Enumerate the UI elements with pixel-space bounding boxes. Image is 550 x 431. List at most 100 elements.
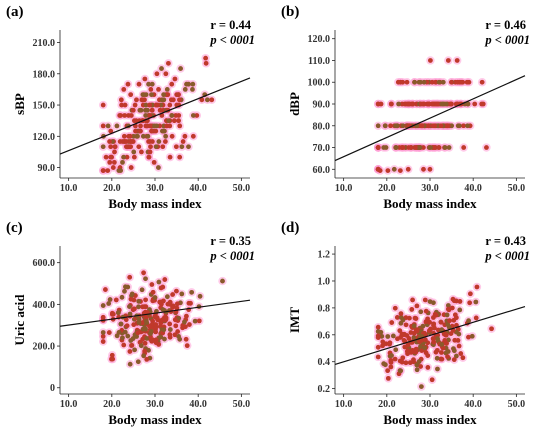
data-point (149, 139, 155, 144)
data-point (178, 66, 183, 71)
data-point (162, 277, 168, 282)
data-point (117, 139, 123, 144)
y-axis-label: IMT (287, 307, 302, 333)
data-point (107, 139, 112, 144)
data-point (428, 145, 433, 150)
data-point (144, 123, 150, 129)
axes: 10.0 20.0 30.0 40.0 50.0 60.0 70.0 80.0 90.0 100.… (308, 30, 525, 194)
data-point (123, 317, 129, 323)
data-point (428, 58, 433, 63)
data-point (164, 92, 170, 98)
data-point (375, 145, 381, 150)
data-point (121, 154, 126, 160)
data-point (405, 348, 411, 354)
data-point (203, 55, 209, 61)
data-point (389, 320, 395, 325)
data-point (173, 323, 179, 329)
data-point (111, 159, 117, 165)
data-point (147, 323, 152, 329)
data-point (135, 359, 141, 365)
x-tick-label: 20.0 (378, 399, 396, 410)
data-point (125, 284, 131, 290)
data-point (445, 349, 451, 354)
data-point (403, 360, 409, 366)
data-point (149, 282, 155, 287)
axes: 10.0 20.0 30.0 40.0 50.0 0 200.0 400.0 600.0 (33, 246, 251, 410)
data-point (438, 319, 444, 325)
data-point (385, 334, 391, 339)
data-point (130, 107, 136, 113)
data-point (444, 312, 450, 318)
data-point (445, 303, 451, 308)
data-point (153, 329, 159, 335)
data-point (429, 377, 435, 383)
data-point (164, 87, 170, 92)
data-point (406, 336, 412, 341)
data-point (375, 123, 381, 129)
data-point (380, 339, 386, 345)
data-point (414, 328, 420, 334)
data-point (426, 328, 432, 334)
data-point (399, 101, 405, 107)
data-point (170, 292, 176, 297)
data-point (161, 92, 167, 98)
data-point (436, 145, 442, 150)
data-point (134, 97, 139, 103)
data-point (109, 356, 114, 362)
data-point (378, 329, 384, 335)
x-tick-label: 40.0 (189, 399, 207, 410)
x-axis-label: Body mass index (108, 412, 202, 427)
data-point (404, 79, 410, 85)
data-point (409, 307, 415, 312)
data-point (461, 145, 467, 150)
data-point (439, 101, 445, 107)
data-point (109, 352, 115, 358)
data-point (121, 87, 127, 92)
data-point (381, 361, 387, 367)
data-point (388, 101, 394, 107)
data-point (188, 300, 193, 306)
data-point (453, 353, 459, 359)
data-point (393, 145, 399, 150)
r-value: r = 0.46 (485, 18, 526, 32)
data-point (396, 101, 401, 107)
data-point (148, 87, 154, 92)
data-point (146, 154, 152, 160)
y-tick-label: 90.0 (38, 163, 56, 174)
x-axis-label: Body mass index (383, 412, 477, 427)
panel-b: 10.0 20.0 30.0 40.0 50.0 60.0 70.0 80.0 90.0 100.… (275, 0, 550, 215)
data-point (135, 133, 140, 139)
data-point (397, 368, 403, 373)
data-point (167, 102, 173, 108)
data-point (129, 342, 135, 348)
x-tick-label: 10.0 (60, 183, 78, 194)
data-point (418, 309, 424, 315)
stats: r = 0.44 p < 0001 (210, 18, 255, 48)
data-point (427, 299, 433, 304)
data-point (100, 334, 106, 339)
data-point (431, 322, 436, 328)
y-tick-label: 120.0 (308, 34, 331, 45)
data-point (124, 323, 130, 329)
data-point (479, 79, 485, 85)
data-point (418, 364, 424, 369)
data-point (383, 145, 389, 150)
data-point (161, 97, 167, 103)
data-point (174, 301, 180, 307)
x-tick-label: 50.0 (233, 399, 251, 410)
data-point (147, 149, 153, 155)
data-point (131, 133, 136, 139)
data-point (182, 87, 188, 92)
data-point (106, 330, 112, 335)
data-point (197, 293, 203, 299)
data-point (187, 322, 192, 327)
y-tick-label: 150.0 (33, 101, 56, 112)
data-point (422, 297, 428, 303)
data-point (156, 87, 161, 92)
data-point (119, 294, 125, 300)
data-points (100, 55, 215, 174)
data-point (427, 166, 433, 172)
y-tick-label: 110.0 (308, 56, 330, 67)
data-point (379, 333, 385, 339)
data-point (166, 60, 171, 66)
